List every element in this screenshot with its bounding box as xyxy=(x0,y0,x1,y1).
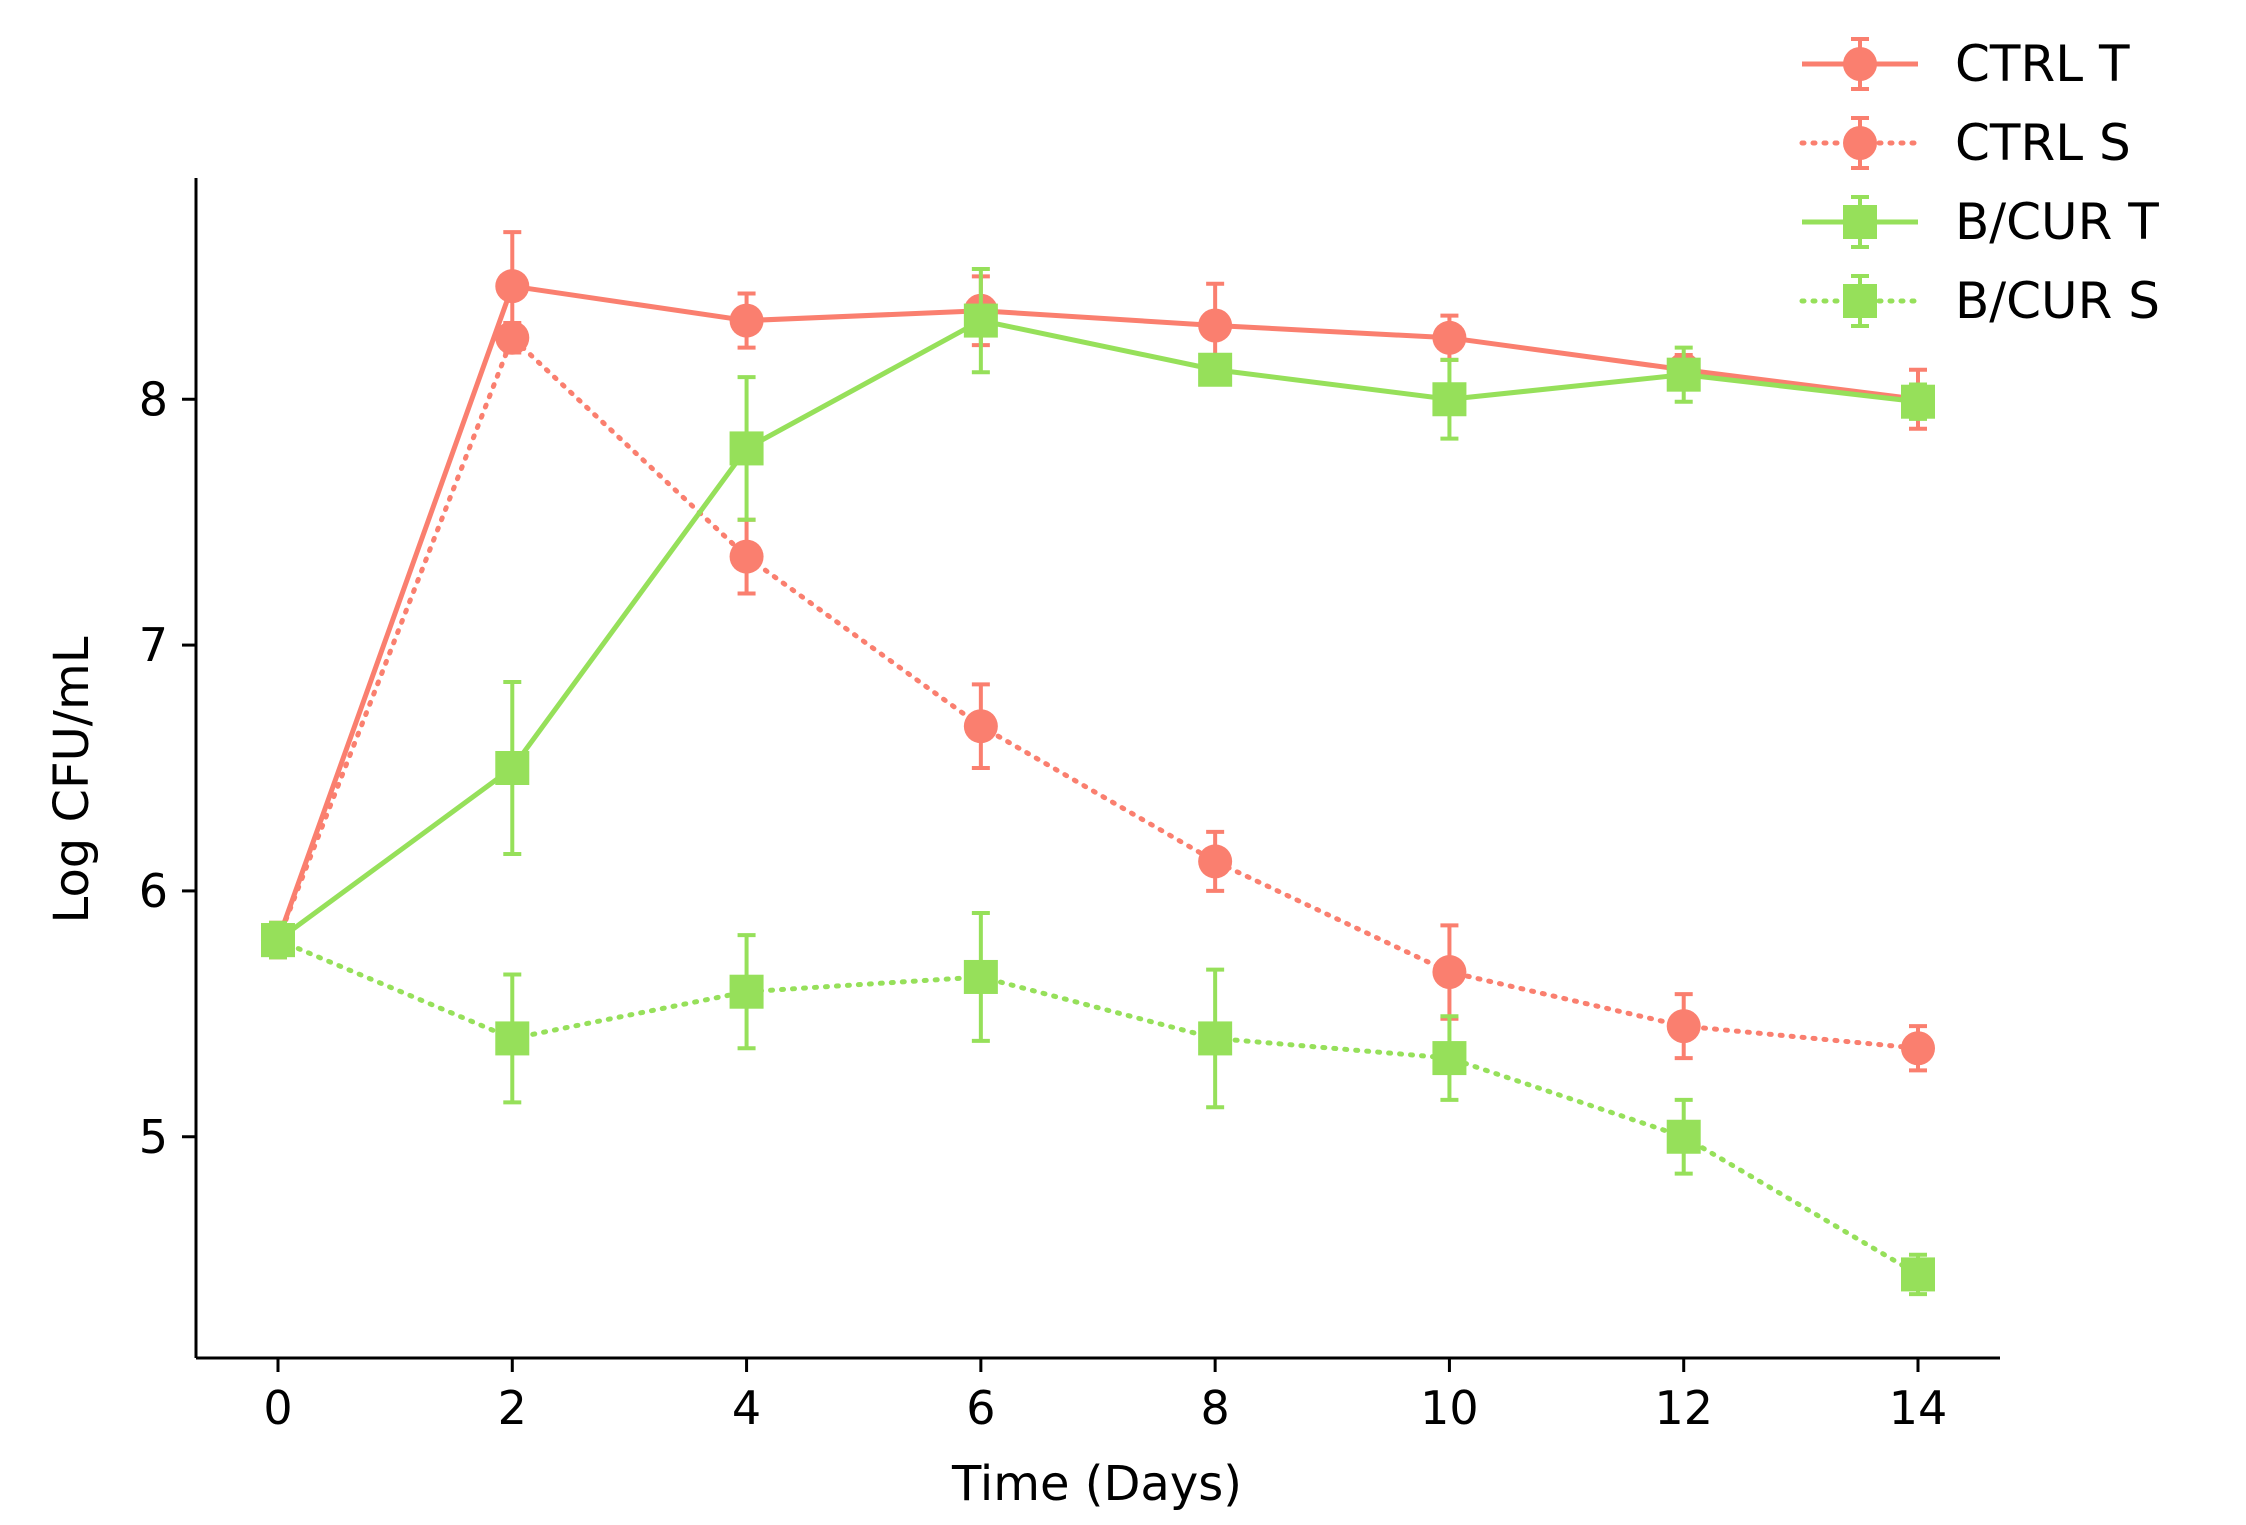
series-line xyxy=(275,335,1921,1051)
data-point xyxy=(1432,955,1467,990)
data-point xyxy=(963,709,998,744)
legend-entry: B/CUR S xyxy=(1799,272,2160,330)
x-tick-label: 2 xyxy=(498,1381,527,1435)
x-tick-label: 4 xyxy=(732,1381,761,1435)
series-b-cur-s xyxy=(261,911,1935,1297)
series-line xyxy=(276,318,1919,943)
data-point xyxy=(1901,384,1935,419)
data-point xyxy=(729,303,764,338)
data-point xyxy=(495,1021,530,1056)
legend: CTRL T CTRL S B/CUR T B/CUR S xyxy=(1799,35,2160,330)
data-point xyxy=(729,431,764,466)
legend-marker xyxy=(1843,126,1877,160)
data-point xyxy=(1666,1009,1701,1044)
data-point xyxy=(1666,1119,1701,1154)
x-axis-label: Time (Days) xyxy=(951,1456,1242,1512)
data-point xyxy=(495,269,530,304)
series-line xyxy=(275,283,1919,941)
x-tick-label: 14 xyxy=(1889,1381,1948,1435)
y-tick-label: 5 xyxy=(139,1110,168,1164)
series-line xyxy=(275,937,1921,1277)
series-layer xyxy=(261,230,1935,1297)
data-point xyxy=(1666,357,1701,392)
data-point xyxy=(1432,320,1467,355)
data-point xyxy=(963,303,998,338)
data-point xyxy=(1198,352,1233,387)
data-point xyxy=(1901,1031,1935,1066)
legend-marker xyxy=(1843,284,1877,318)
y-tick-label: 8 xyxy=(139,372,168,426)
data-point xyxy=(1432,1041,1467,1076)
legend-marker xyxy=(1843,205,1877,239)
legend-entry: CTRL S xyxy=(1799,114,2131,172)
legend-marker xyxy=(1843,47,1877,81)
legend-entry: CTRL T xyxy=(1802,35,2130,93)
data-point xyxy=(729,974,764,1009)
data-point xyxy=(261,923,295,958)
data-point xyxy=(1198,1021,1233,1056)
data-point xyxy=(963,959,998,994)
x-tick-label: 6 xyxy=(966,1381,995,1435)
series-b-cur-t xyxy=(261,266,1935,960)
data-point xyxy=(495,320,530,355)
legend-label: CTRL S xyxy=(1955,114,2131,172)
data-point xyxy=(495,751,530,785)
legend-label: CTRL T xyxy=(1955,35,2130,93)
x-tick-label: 0 xyxy=(263,1381,292,1435)
y-tick-label: 7 xyxy=(139,618,168,672)
y-tick-label: 6 xyxy=(139,864,168,918)
legend-label: B/CUR S xyxy=(1955,272,2160,330)
data-point xyxy=(1198,844,1233,879)
data-point xyxy=(1198,308,1233,343)
x-tick-label: 12 xyxy=(1654,1381,1713,1435)
x-tick-label: 10 xyxy=(1420,1381,1479,1435)
y-axis-label: Log CFU/mL xyxy=(44,636,100,923)
x-tick-label: 8 xyxy=(1201,1381,1230,1435)
data-point xyxy=(729,539,764,574)
axes: 0 2 4 6 8 10 12 14 5 6 7 8 xyxy=(139,178,2000,1435)
data-point xyxy=(1901,1257,1935,1292)
legend-entry: B/CUR T xyxy=(1802,193,2159,251)
legend-label: B/CUR T xyxy=(1955,193,2159,251)
data-point xyxy=(1432,382,1467,417)
